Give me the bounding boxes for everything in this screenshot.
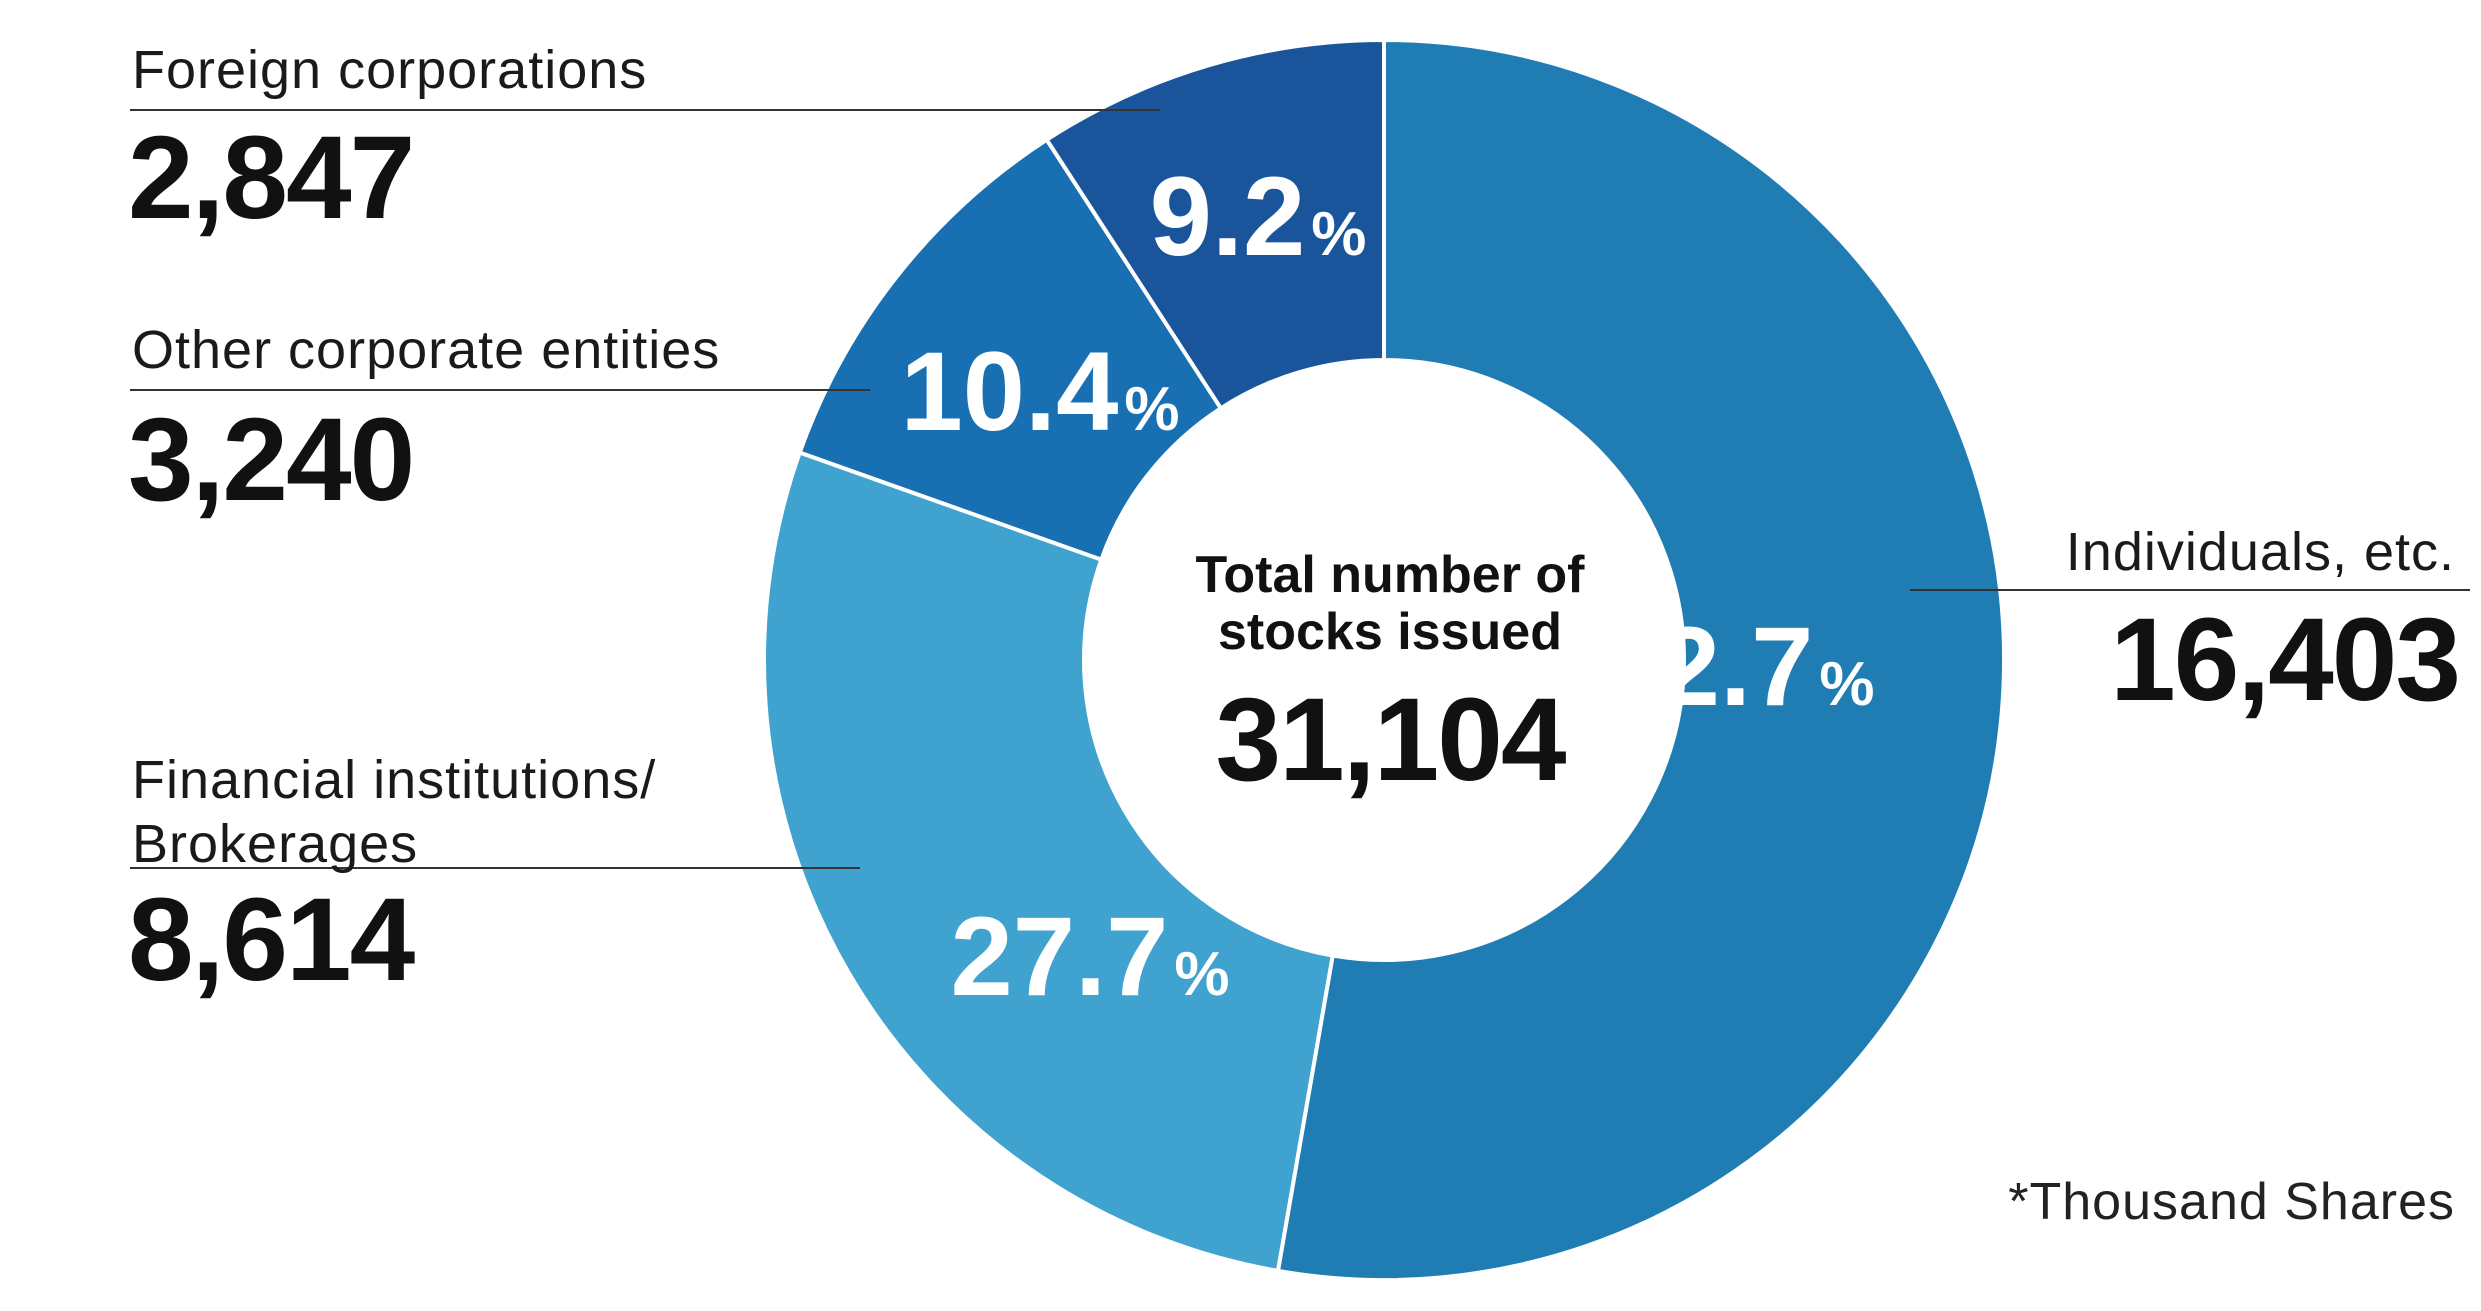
percent-label-financial-institutions-brokerages: 27.7% <box>950 894 1229 1019</box>
category-label-individuals: Individuals, etc. <box>2065 522 2455 582</box>
slice-financial-institutions-brokerages <box>762 449 1335 1274</box>
category-label-foreign-corporations: Foreign corporations <box>132 40 648 100</box>
category-label-other-corporate-entities: Other corporate entities <box>132 320 721 380</box>
percent-label-other-corporate-entities: 10.4% <box>900 329 1179 454</box>
unit-note: *Thousand Shares <box>2008 1173 2455 1231</box>
category-value-individuals: 16,403 <box>2110 594 2461 726</box>
percent-label-foreign-corporations: 9.2% <box>1150 154 1367 279</box>
slice-individuals-etc <box>1275 37 2006 1282</box>
category-value-financial-institutions: 8,614 <box>128 874 415 1006</box>
category-label-financial-institutions: Financial institutions/ Brokerages <box>132 750 657 874</box>
leader-lines-group <box>130 109 2470 869</box>
slices-group <box>762 37 2006 1282</box>
center-total-value: 31,104 <box>1215 674 1567 806</box>
category-value-foreign-corporations: 2,847 <box>128 112 415 244</box>
percent-labels-group: 52.7% 27.7% 10.4% 9.2% <box>900 154 1874 1019</box>
category-value-other-corporate-entities: 3,240 <box>128 394 415 526</box>
slice-foreign-corporations <box>1044 37 1386 412</box>
percent-label-individuals-etc: 52.7% <box>1595 604 1874 729</box>
center-title-line1: Total number of <box>1195 546 1585 604</box>
center-title-line2: stocks issued <box>1218 603 1562 661</box>
slice-other-corporate-entities <box>797 136 1224 563</box>
